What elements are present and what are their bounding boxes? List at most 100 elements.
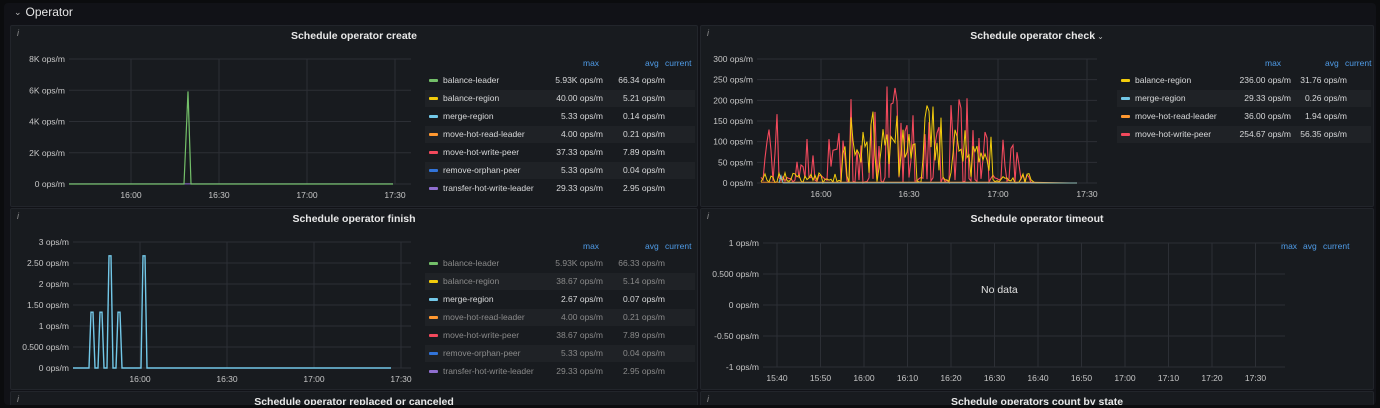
legend-avg-value: 56.35 ops/m	[1300, 129, 1347, 139]
panel-schedule-operator-timeout: i Schedule operator timeout 1 ops/m 0.500…	[700, 208, 1374, 390]
legend-series-name: balance-leader	[443, 258, 500, 268]
legend-avg-value: 0.26 ops/m	[1304, 93, 1347, 103]
series-color-swatch	[1121, 115, 1130, 118]
legend-item-merge-region[interactable]: merge-region 2.67 ops/m 0.07 ops/m	[425, 291, 695, 308]
y-tick-label: 100 ops/m	[713, 137, 753, 147]
x-tick-label: 16:00	[120, 190, 142, 200]
x-tick-label: 16:30	[984, 373, 1006, 383]
legend-item-move-hot-write-peer[interactable]: move-hot-write-peer 37.33 ops/m 7.89 ops/m	[425, 144, 695, 161]
legend-item-balance-region[interactable]: balance-region 236.00 ops/m 31.76 ops/m	[1117, 72, 1371, 89]
x-tick-label: 17:30	[390, 374, 412, 384]
legend-max-value: 4.00 ops/m	[560, 312, 603, 322]
legend-header-avg[interactable]: avg	[645, 58, 659, 68]
y-tick-label: 6K ops/m	[29, 85, 65, 95]
x-tick-label: 17:00	[987, 189, 1009, 199]
legend-create: max avg current balance-leader 5.93K ops/m 66…	[425, 58, 695, 198]
y-tick-label: 200 ops/m	[713, 95, 753, 105]
panel-title[interactable]: Schedule operator replaced or canceled	[254, 396, 454, 405]
legend-max-value: 29.33 ops/m	[556, 366, 603, 376]
y-tick-label: 0 ops/m	[723, 178, 753, 188]
info-icon[interactable]: i	[17, 211, 19, 221]
legend-series-name: merge-region	[1135, 93, 1186, 103]
x-tick-label: 16:30	[898, 189, 920, 199]
legend-item-transfer-hot-write-leader[interactable]: transfer-hot-write-leader 29.33 ops/m 2.95…	[425, 180, 695, 197]
chart-finish: 3 ops/m 2.50 ops/m 2 ops/m 1.50 ops/m 1 ops/…	[22, 237, 412, 384]
legend-header-current[interactable]: current	[665, 58, 692, 68]
legend-item-balance-leader[interactable]: balance-leader 5.93K ops/m 66.33 ops/m	[425, 255, 695, 272]
y-tick-label: 1 ops/m	[39, 321, 69, 331]
panel-title[interactable]: Schedule operator finish	[292, 213, 416, 225]
y-tick-label: -0.50 ops/m	[714, 331, 759, 341]
panel-schedule-operator-replaced: i Schedule operator replaced or canceled	[10, 391, 698, 405]
series-color-swatch	[429, 151, 438, 154]
legend-max-value: 4.00 ops/m	[560, 129, 603, 139]
y-tick-label: 2.50 ops/m	[27, 258, 69, 268]
info-icon[interactable]: i	[707, 394, 709, 404]
y-tick-label: 0.500 ops/m	[712, 269, 759, 279]
legend-item-remove-orphan-peer[interactable]: remove-orphan-peer 5.33 ops/m 0.04 ops/m	[425, 162, 695, 179]
grid	[69, 58, 411, 185]
info-icon[interactable]: i	[17, 28, 19, 38]
legend-header-max[interactable]: max	[1265, 58, 1282, 68]
legend-item-merge-region[interactable]: merge-region 5.33 ops/m 0.14 ops/m	[425, 108, 695, 125]
legend-item-move-hot-read-leader[interactable]: move-hot-read-leader 36.00 ops/m 1.94 ops/…	[1117, 108, 1371, 125]
legend-header-avg[interactable]: avg	[1303, 241, 1317, 251]
x-tick-label: 16:30	[208, 190, 230, 200]
grid	[73, 241, 411, 369]
legend-item-merge-region[interactable]: merge-region 29.33 ops/m 0.26 ops/m	[1117, 90, 1371, 107]
legend-avg-value: 0.21 ops/m	[622, 129, 665, 139]
legend-series-name: merge-region	[443, 294, 494, 304]
legend-series-name: balance-region	[443, 93, 500, 103]
y-tick-label: 300 ops/m	[713, 54, 753, 64]
legend-header-current[interactable]: current	[1345, 58, 1372, 68]
legend-header-max[interactable]: max	[583, 241, 600, 251]
series-color-swatch	[429, 280, 438, 283]
legend-max-value: 5.33 ops/m	[560, 165, 603, 175]
legend-series-name: transfer-hot-write-leader	[443, 183, 534, 193]
legend-header-current[interactable]: current	[1323, 241, 1350, 251]
legend-header-avg[interactable]: avg	[645, 241, 659, 251]
info-icon[interactable]: i	[17, 394, 19, 404]
legend-item-balance-leader[interactable]: balance-leader 5.93K ops/m 66.34 ops/m	[425, 72, 695, 89]
info-icon[interactable]: i	[707, 28, 709, 38]
x-tick-label: 16:10	[897, 373, 919, 383]
legend-avg-value: 2.95 ops/m	[622, 366, 665, 376]
legend-item-transfer-hot-write-leader[interactable]: transfer-hot-write-leader 29.33 ops/m 2.95…	[425, 363, 695, 380]
series-color-swatch	[429, 169, 438, 172]
legend-avg-value: 66.33 ops/m	[618, 258, 665, 268]
series-color-swatch	[429, 298, 438, 301]
legend-header-avg[interactable]: avg	[1325, 58, 1339, 68]
legend-avg-value: 0.07 ops/m	[622, 294, 665, 304]
legend-item-move-hot-read-leader[interactable]: move-hot-read-leader 4.00 ops/m 0.21 ops/m	[425, 309, 695, 326]
row-header-operator[interactable]: ⌄ Operator	[14, 5, 73, 19]
chart-check: 300 ops/m 250 ops/m 200 ops/m 150 ops/m 100 …	[713, 54, 1098, 199]
legend-timeout: max avg current	[1281, 241, 1371, 255]
legend-item-move-hot-read-leader[interactable]: move-hot-read-leader 4.00 ops/m 0.21 ops/m	[425, 126, 695, 143]
info-icon[interactable]: i	[707, 211, 709, 221]
legend-item-remove-orphan-peer[interactable]: remove-orphan-peer 5.33 ops/m 0.04 ops/m	[425, 345, 695, 362]
panel-title[interactable]: Schedule operators count by state	[950, 396, 1124, 405]
x-tick-label: 16:00	[853, 373, 875, 383]
y-tick-label: -1 ops/m	[726, 362, 759, 372]
panel-schedule-operator-create: i Schedule operator create 8K ops/m 6K op…	[10, 25, 698, 207]
panel-title[interactable]: Schedule operator create	[290, 30, 418, 42]
legend-max-value: 5.33 ops/m	[560, 111, 603, 121]
legend-header-max[interactable]: max	[583, 58, 600, 68]
legend-header-current[interactable]: current	[665, 241, 692, 251]
series-balance-leader	[69, 91, 393, 185]
y-tick-label: 8K ops/m	[29, 54, 65, 64]
panel-schedule-operator-finish: i Schedule operator finish 3 ops/m 2.50 o…	[10, 208, 698, 390]
panel-title[interactable]: Schedule operator timeout	[970, 213, 1104, 225]
y-tick-label: 0 ops/m	[729, 300, 759, 310]
legend-avg-value: 7.89 ops/m	[622, 147, 665, 157]
legend-item-move-hot-write-peer[interactable]: move-hot-write-peer 38.67 ops/m 7.89 ops/m	[425, 327, 695, 344]
legend-series-name: remove-orphan-peer	[443, 348, 521, 358]
legend-header-max[interactable]: max	[1281, 241, 1298, 251]
legend-max-value: 5.93K ops/m	[555, 258, 603, 268]
legend-item-balance-region[interactable]: balance-region 40.00 ops/m 5.21 ops/m	[425, 90, 695, 107]
panel-title[interactable]: Schedule operator check ⌄	[701, 30, 1373, 42]
legend-item-balance-region[interactable]: balance-region 38.67 ops/m 5.14 ops/m	[425, 273, 695, 290]
legend-item-move-hot-write-peer[interactable]: move-hot-write-peer 254.67 ops/m 56.35 ops…	[1117, 126, 1371, 143]
legend-series-name: balance-leader	[443, 75, 500, 85]
series-merge-region	[73, 255, 391, 369]
